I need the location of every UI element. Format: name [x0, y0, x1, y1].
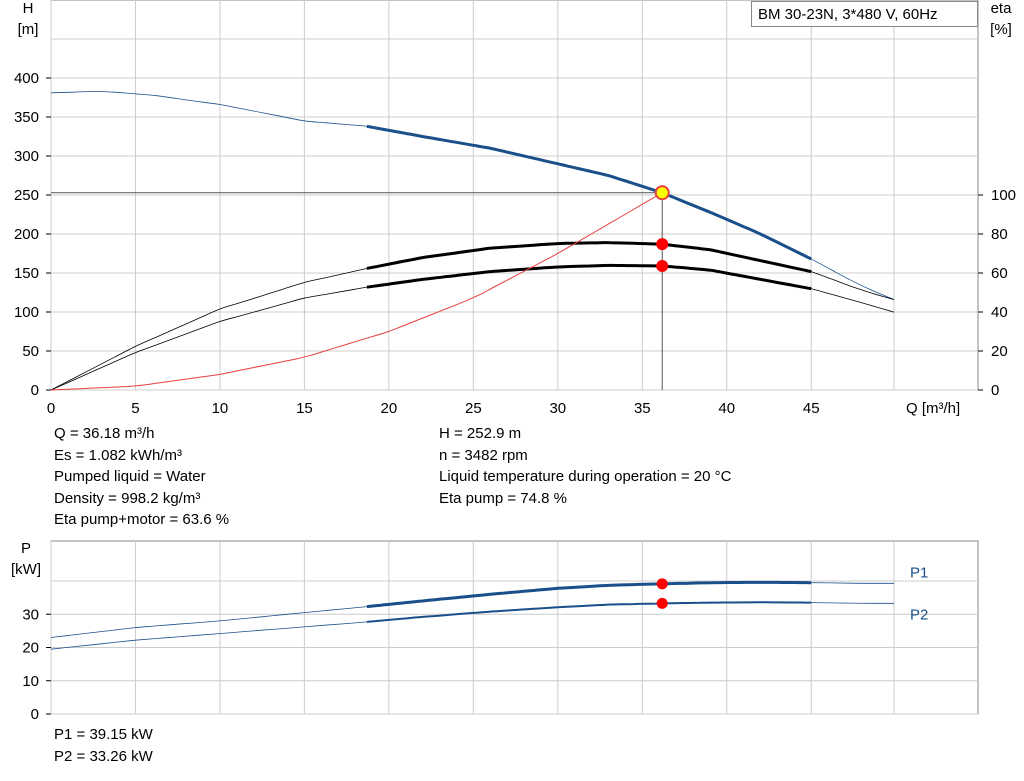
eta-pump-curve-operating	[366, 241, 812, 274]
info-energy: Es = 1.082 kWh/m³	[54, 446, 182, 464]
p1-legend-label: P1	[910, 564, 928, 581]
x-tick-label: 35	[634, 400, 651, 417]
y-tick-label-right: 80	[991, 226, 1008, 243]
info-density: Density = 998.2 kg/m³	[54, 489, 201, 507]
eta-pump-duty-point	[656, 238, 669, 251]
y-tick-label-power: 0	[31, 706, 39, 723]
p2-duty-point	[656, 597, 668, 609]
chart-title: BM 30-23N, 3*480 V, 60Hz	[751, 1, 978, 27]
y-tick-label-power: 20	[22, 640, 39, 657]
y-tick-label-power: 30	[22, 606, 39, 623]
x-tick-label: 5	[131, 400, 139, 417]
y-axis-label-power-unit: [kW]	[11, 561, 41, 578]
x-tick-label: 20	[381, 400, 398, 417]
x-tick-label: 15	[296, 400, 313, 417]
info-right: H = 252.9 m n = 3482 rpm Liquid temperat…	[439, 423, 731, 509]
p1-duty-point	[656, 578, 668, 590]
y-tick-label-left: 350	[14, 109, 39, 126]
eta-pump-motor-duty-point	[656, 259, 669, 272]
head-duty-point	[654, 185, 670, 201]
y-tick-label-right: 60	[991, 265, 1008, 282]
x-tick-label: 0	[47, 400, 55, 417]
y-tick-label-right: 20	[991, 343, 1008, 360]
y-tick-label-right: 100	[991, 187, 1016, 204]
y-axis-label-eta-unit: [%]	[990, 21, 1012, 38]
x-axis-label: Q [m³/h]	[906, 400, 960, 417]
x-tick-label: 10	[212, 400, 229, 417]
y-tick-label-right: 0	[991, 382, 999, 399]
y-tick-label-left: 0	[31, 382, 39, 399]
p2-curve-operating	[366, 601, 812, 623]
y-tick-label-right: 40	[991, 304, 1008, 321]
info-left: Q = 36.18 m³/h Es = 1.082 kWh/m³ Pumped …	[54, 423, 229, 531]
bottom-plot-frame	[50, 540, 979, 715]
info-p1: P1 = 39.15 kW	[54, 726, 153, 743]
y-tick-label-left: 100	[14, 304, 39, 321]
info-speed: n = 3482 rpm	[439, 446, 528, 464]
x-tick-label: 45	[803, 400, 820, 417]
info-eta-pump: Eta pump = 74.8 %	[439, 489, 567, 507]
info-p2: P2 = 33.26 kW	[54, 747, 153, 765]
info-temperature: Liquid temperature during operation = 20…	[439, 468, 732, 485]
p1-curve-operating	[366, 580, 812, 609]
head-curve-operating	[366, 124, 812, 261]
y-tick-label-left: 400	[14, 70, 39, 87]
y-tick-label-left: 150	[14, 265, 39, 282]
y-tick-label-left: 300	[14, 148, 39, 165]
x-tick-label: 30	[549, 400, 566, 417]
x-tick-label: 40	[718, 400, 735, 417]
y-axis-label-head-unit: [m]	[18, 21, 39, 38]
info-bottom: P1 = 39.15 kW P2 = 33.26 kW	[54, 724, 153, 767]
info-flow: Q = 36.18 m³/h	[54, 425, 155, 442]
system-curve	[50, 192, 663, 391]
eta-pump-motor-curve-operating	[366, 263, 812, 291]
y-axis-label-power: P	[21, 540, 31, 557]
y-tick-label-power: 10	[22, 673, 39, 690]
y-axis-label-eta: eta	[991, 0, 1013, 17]
y-axis-label-head: H	[23, 0, 34, 17]
y-tick-label-left: 200	[14, 226, 39, 243]
info-head: H = 252.9 m	[439, 425, 522, 442]
info-eta-pump-motor: Eta pump+motor = 63.6 %	[54, 511, 230, 528]
info-liquid: Pumped liquid = Water	[54, 468, 206, 485]
y-tick-label-left: 250	[14, 187, 39, 204]
p2-legend-label: P2	[910, 606, 928, 623]
x-tick-label: 25	[465, 400, 482, 417]
y-tick-label-left: 50	[22, 343, 39, 360]
